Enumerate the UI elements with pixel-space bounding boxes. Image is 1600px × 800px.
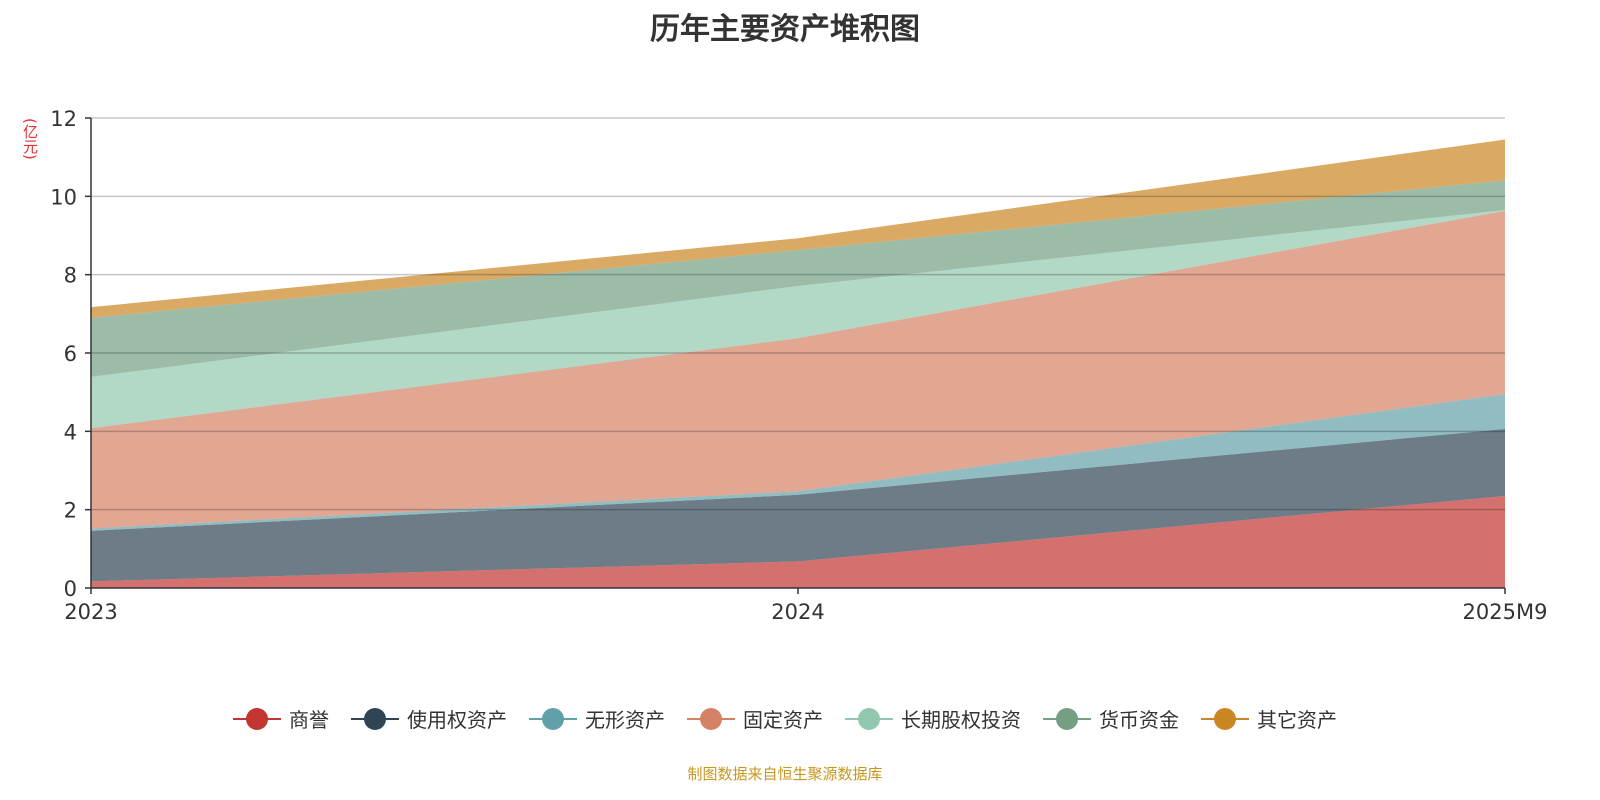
area-1[interactable] bbox=[91, 428, 1505, 582]
area-3[interactable] bbox=[91, 210, 1505, 529]
legend-item[interactable]: 长期股权投资 bbox=[845, 704, 1021, 733]
x-tick-label: 2024 bbox=[771, 600, 824, 624]
source-note: 制图数据来自恒生聚源数据库 bbox=[687, 765, 883, 783]
legend-item[interactable]: 货币资金 bbox=[1043, 704, 1179, 733]
x-tick-label: 2023 bbox=[64, 600, 117, 624]
y-tick-label: 10 bbox=[50, 185, 77, 209]
y-tick-label: 12 bbox=[50, 107, 77, 131]
legend-marker-icon bbox=[845, 705, 893, 733]
legend-marker-icon bbox=[529, 705, 577, 733]
legend-label: 使用权资产 bbox=[407, 708, 507, 732]
legend-item[interactable]: 其它资产 bbox=[1201, 704, 1337, 733]
y-axis-unit: (亿元) bbox=[21, 118, 39, 160]
chart-title: 历年主要资产堆积图 bbox=[650, 12, 920, 47]
area-0[interactable] bbox=[91, 495, 1505, 588]
legend-marker-icon bbox=[687, 705, 735, 733]
legend-label: 固定资产 bbox=[743, 708, 823, 732]
legend-marker-icon bbox=[1201, 705, 1249, 733]
legend-item[interactable]: 商誉 bbox=[233, 704, 329, 733]
y-tick-label: 8 bbox=[64, 264, 77, 288]
legend-label: 其它资产 bbox=[1257, 708, 1337, 732]
area-5[interactable] bbox=[91, 180, 1505, 377]
legend-marker-icon bbox=[233, 705, 281, 733]
legend: 商誉 使用权资产 无形资产 固定资产 长期股权投资 货币资金 其它资产 bbox=[0, 704, 1570, 733]
legend-item[interactable]: 使用权资产 bbox=[351, 704, 507, 733]
legend-item[interactable]: 无形资产 bbox=[529, 704, 665, 733]
x-tick-label: 2025M9 bbox=[1463, 600, 1548, 624]
area-4[interactable] bbox=[91, 210, 1505, 429]
legend-label: 货币资金 bbox=[1099, 708, 1179, 732]
legend-marker-icon bbox=[1043, 705, 1091, 733]
legend-marker-icon bbox=[351, 705, 399, 733]
legend-label: 长期股权投资 bbox=[901, 708, 1021, 732]
y-tick-label: 4 bbox=[64, 420, 77, 444]
y-tick-label: 0 bbox=[64, 577, 77, 601]
y-tick-label: 2 bbox=[64, 499, 77, 523]
area-6[interactable] bbox=[91, 139, 1505, 318]
legend-label: 商誉 bbox=[289, 708, 329, 732]
legend-item[interactable]: 固定资产 bbox=[687, 704, 823, 733]
y-tick-label: 6 bbox=[64, 342, 77, 366]
legend-label: 无形资产 bbox=[585, 708, 665, 732]
